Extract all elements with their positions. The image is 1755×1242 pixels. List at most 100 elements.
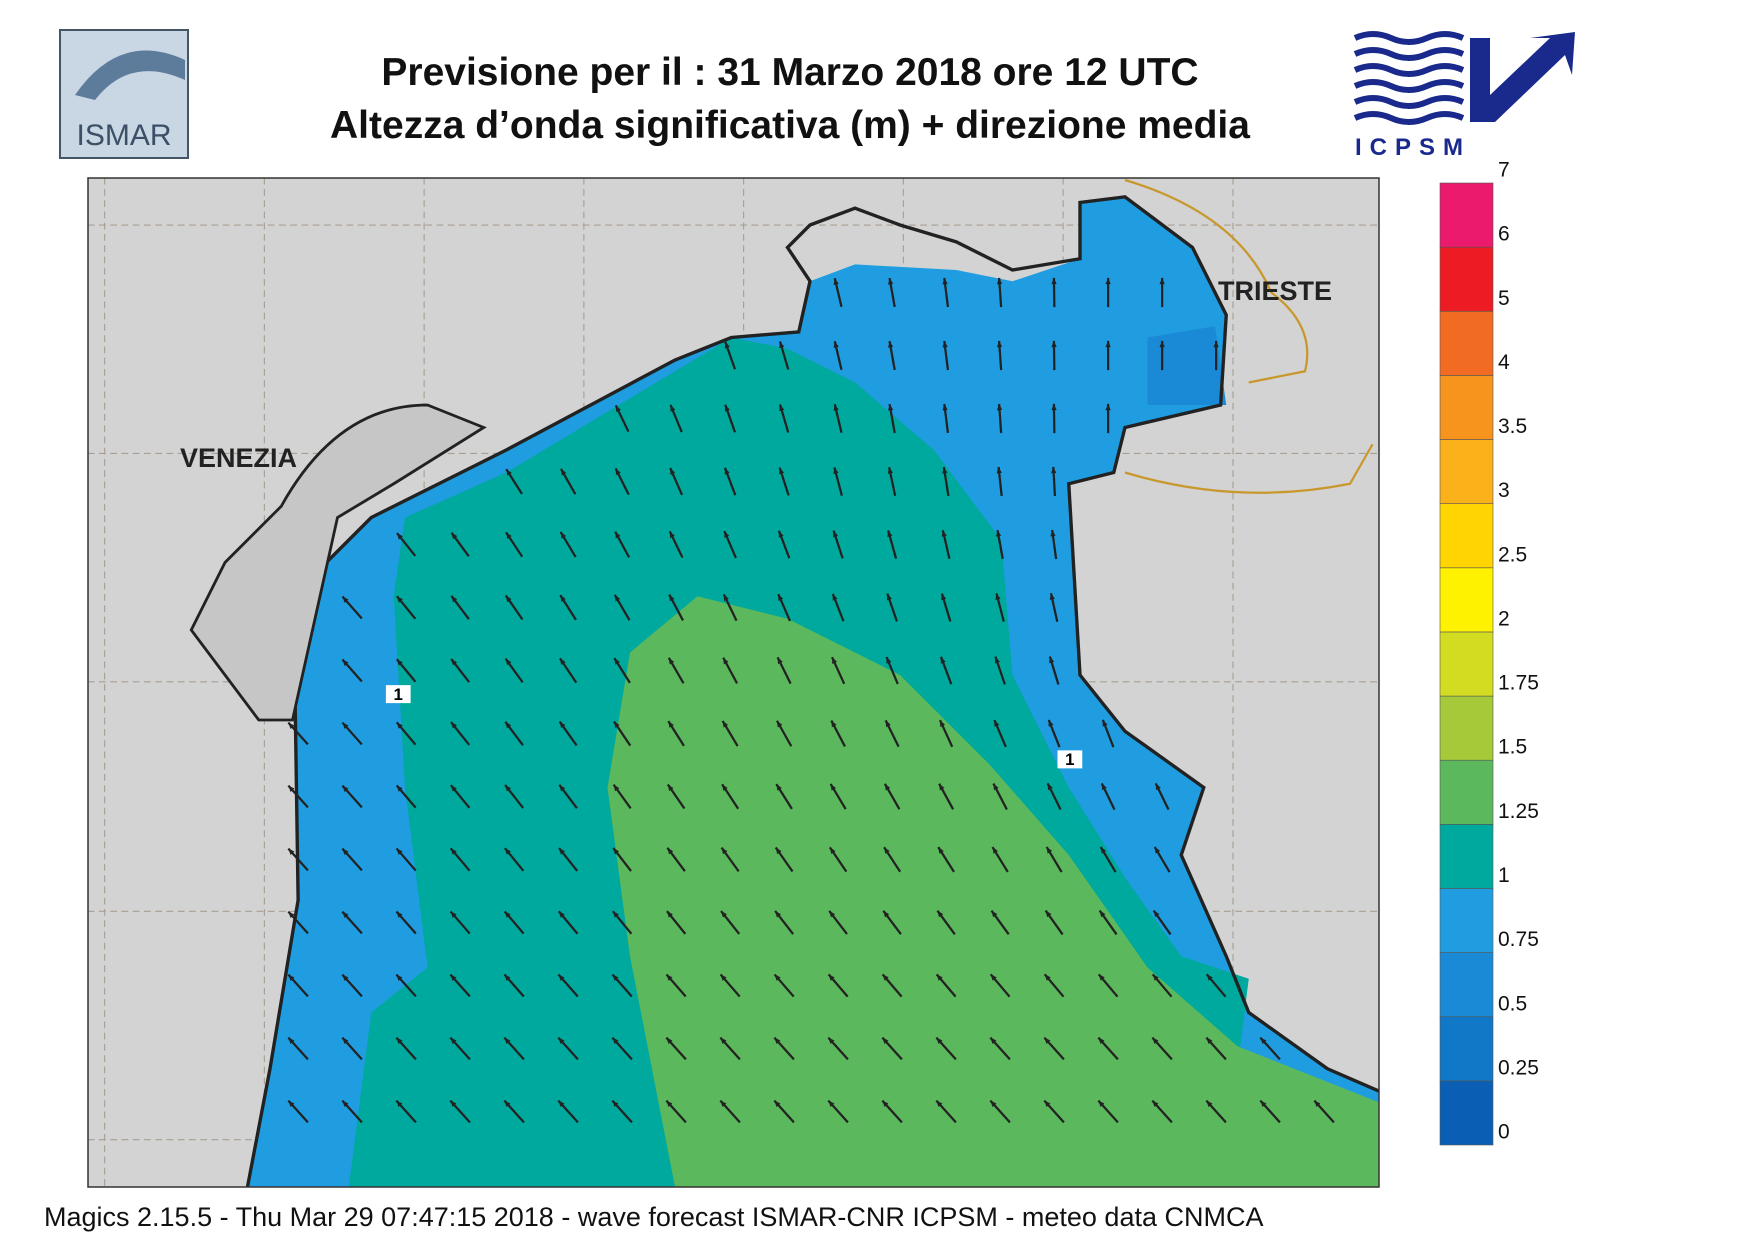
- arrow-head: [940, 656, 946, 664]
- arrow: [505, 531, 524, 558]
- arrow: [1051, 277, 1057, 308]
- arrow: [937, 846, 955, 873]
- arrow: [1051, 403, 1057, 434]
- arrow-head: [720, 1037, 727, 1045]
- arrow-head: [828, 1100, 835, 1108]
- arrow-head: [724, 404, 730, 412]
- arrow-head: [668, 721, 674, 728]
- arrow-head: [612, 974, 619, 981]
- arrow-head: [830, 783, 837, 791]
- colorbar-segment: [1439, 952, 1494, 1018]
- arrow: [721, 783, 740, 810]
- arrow: [776, 656, 792, 685]
- arrows: [287, 277, 1335, 1124]
- colorbar-segment: [1439, 375, 1494, 440]
- lagoon: [189, 403, 487, 722]
- arrow-head: [396, 1037, 403, 1045]
- title: Previsione per il : 31 Marzo 2018 ore 12…: [381, 51, 1198, 94]
- arrow: [450, 595, 470, 620]
- colorbar-label: 4: [1498, 351, 1510, 374]
- arrow-head: [666, 974, 673, 981]
- arrow-head: [288, 785, 295, 793]
- arrow: [722, 657, 739, 684]
- arrow: [883, 846, 902, 873]
- arrow-head: [938, 847, 944, 854]
- arrow: [504, 721, 524, 746]
- arrow-head: [1152, 1100, 1159, 1108]
- arrow-head: [724, 531, 730, 538]
- colorbar-label: 6: [1498, 223, 1510, 246]
- arrow: [669, 404, 683, 433]
- arrow-head: [560, 468, 567, 476]
- arrow-head: [1049, 593, 1055, 600]
- arrow: [719, 973, 741, 998]
- arrow: [883, 783, 901, 810]
- arrow: [990, 909, 1010, 936]
- colorbar-label: 7: [1498, 159, 1510, 182]
- arrow: [1045, 846, 1063, 873]
- arrow: [1151, 1099, 1173, 1124]
- arrow-head: [723, 594, 729, 602]
- arrow-head: [288, 848, 295, 856]
- arrow-head: [450, 974, 457, 981]
- arrow-head: [994, 720, 1000, 727]
- logo-text: ISMAR: [76, 119, 171, 152]
- arrow-head: [993, 783, 999, 791]
- arrow-head: [1051, 466, 1057, 474]
- arrow-head: [937, 910, 944, 918]
- arrow-head: [720, 974, 727, 981]
- arrow-head: [396, 785, 403, 792]
- arrow-head: [1049, 656, 1055, 664]
- arrow: [935, 1036, 957, 1061]
- arrow-head: [1154, 846, 1161, 854]
- arrow: [774, 910, 794, 935]
- arrow: [558, 847, 579, 872]
- subtitle: Altezza d’onda significativa (m) + direz…: [330, 104, 1250, 147]
- arrow: [504, 784, 525, 809]
- arrow-head: [882, 1100, 889, 1108]
- arrow-head: [887, 530, 893, 538]
- colorbar-segment: [1439, 888, 1494, 953]
- arrow: [723, 467, 737, 496]
- arrow-head: [942, 403, 948, 411]
- arrow: [504, 657, 524, 684]
- arrow: [777, 530, 791, 559]
- arrow-head: [888, 278, 894, 285]
- arrow-head: [505, 784, 512, 792]
- colorbar-label: 0.5: [1498, 992, 1527, 1015]
- colorbar: 0 0.25 0.5 0.75 1 1.25 1.5 1.75 2 2.5 3 3.5 4 5 6 7: [1439, 159, 1539, 1146]
- arrow: [396, 532, 417, 557]
- arrow: [614, 404, 630, 433]
- map-frame: [87, 177, 1380, 1188]
- arrow-head: [885, 720, 891, 728]
- arrow: [996, 403, 1003, 434]
- arrow-head: [612, 1100, 619, 1108]
- arrow: [341, 658, 363, 683]
- arrow: [830, 720, 846, 747]
- arrow-head: [941, 593, 947, 601]
- icpsm-logo: ICPSM: [1353, 31, 1575, 161]
- arrow: [666, 783, 686, 810]
- arrow-head: [936, 1037, 943, 1045]
- arrow-head: [1102, 719, 1108, 727]
- arrow: [885, 656, 899, 685]
- arrow: [939, 719, 954, 748]
- arrow-head: [504, 911, 511, 918]
- arrow: [668, 594, 684, 621]
- arrow: [888, 277, 896, 308]
- arrow-head: [724, 467, 730, 475]
- colorbar-segment: [1439, 182, 1494, 248]
- arrow-head: [288, 1037, 295, 1045]
- arrow: [1205, 1036, 1227, 1061]
- arrow-head: [1100, 846, 1107, 854]
- arrow-head: [774, 974, 781, 981]
- arrow-head: [832, 657, 838, 664]
- sea-high: [607, 596, 1379, 1187]
- arrow: [1101, 719, 1115, 748]
- arrow-head: [1098, 1037, 1105, 1045]
- arrow: [449, 910, 471, 935]
- arrow-head: [288, 911, 295, 919]
- colorbar-label: 1.75: [1498, 672, 1539, 695]
- arrow-head: [939, 783, 945, 791]
- arrow: [724, 404, 737, 433]
